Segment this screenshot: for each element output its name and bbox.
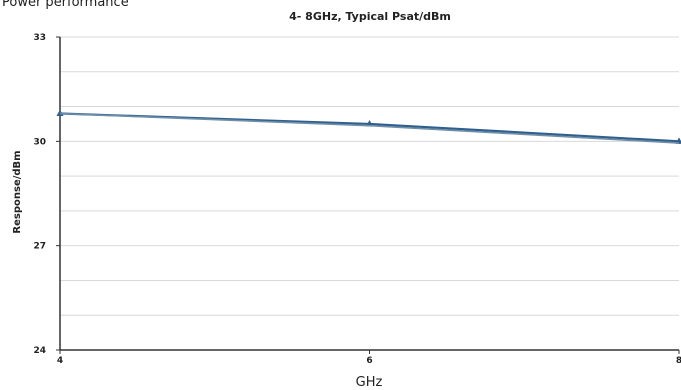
y-axis-label: Response/dBm <box>12 150 23 233</box>
x-tick-label: 4 <box>57 356 63 366</box>
chart-title: 4- 8GHz, Typical Psat/dBm <box>289 10 451 23</box>
y-tick-labels: 24 27 30 33 <box>33 33 46 356</box>
y-tick-label: 27 <box>33 242 46 252</box>
data-point-marker <box>56 109 64 117</box>
axes <box>56 36 680 354</box>
series-group <box>56 109 681 144</box>
y-tick-label: 24 <box>33 346 46 356</box>
y-tick-label: 30 <box>33 137 46 147</box>
x-tick-label: 6 <box>366 356 372 366</box>
x-tick-label: 8 <box>676 356 681 366</box>
x-axis-label: GHz <box>356 375 383 390</box>
series-line <box>59 112 680 144</box>
x-tick-labels: 4 6 8 <box>57 356 681 366</box>
y-tick-label: 33 <box>33 33 46 43</box>
grid-lines <box>60 36 679 351</box>
page-header-text: Power performance <box>2 0 129 10</box>
